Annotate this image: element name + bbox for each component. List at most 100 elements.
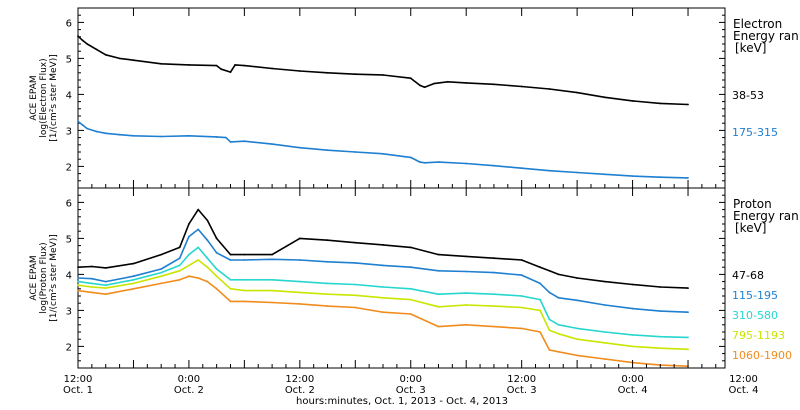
electron-point-38-53 xyxy=(520,85,523,88)
proton-point-47-68 xyxy=(188,223,190,225)
electron-point-175-315 xyxy=(81,124,84,126)
proton-point-1060-1900 xyxy=(409,313,412,315)
x-tick-time: 0:00 xyxy=(400,374,422,385)
electron-point-38-53 xyxy=(77,35,79,37)
electron-point-38-53 xyxy=(215,64,218,67)
proton-point-795-1193 xyxy=(354,294,357,297)
proton-point-310-580 xyxy=(91,282,93,285)
proton-point-795-1193 xyxy=(215,275,218,278)
electron-point-38-53 xyxy=(298,70,301,72)
electron-point-38-53 xyxy=(493,83,495,86)
proton-point-47-68 xyxy=(631,283,634,286)
proton-point-795-1193 xyxy=(326,293,329,296)
proton-series-310-580 xyxy=(77,246,689,339)
proton-point-115-195 xyxy=(539,282,541,285)
proton-point-1060-1900 xyxy=(77,289,79,292)
proton-point-795-1193 xyxy=(576,338,578,341)
proton-point-47-68 xyxy=(576,277,578,279)
electron-legend-title: Electron xyxy=(733,17,782,31)
electron-point-38-53 xyxy=(382,74,384,76)
proton-point-47-68 xyxy=(160,253,163,256)
proton-point-115-195 xyxy=(132,275,135,278)
proton-point-310-580 xyxy=(437,293,440,296)
proton-point-1060-1900 xyxy=(493,325,495,328)
proton-point-1060-1900 xyxy=(188,275,190,278)
proton-point-115-195 xyxy=(206,239,209,242)
electron-point-175-315 xyxy=(225,136,227,139)
electron-ytick-label: 2 xyxy=(66,162,72,173)
x-tick-time: 0:00 xyxy=(621,374,643,385)
proton-legend-1060-1900: 1060-1900 xyxy=(732,349,792,362)
proton-point-115-195 xyxy=(465,270,468,273)
electron-point-38-53 xyxy=(220,68,223,71)
proton-point-1060-1900 xyxy=(382,311,384,314)
proton-ylabel-line: log(Proton Flux) xyxy=(39,242,49,313)
proton-ylabel-line: [1/(cm²s ster MeV)] xyxy=(49,234,59,321)
proton-point-1060-1900 xyxy=(354,306,357,309)
proton-point-795-1193 xyxy=(229,287,232,290)
proton-series-115-195 xyxy=(77,228,689,313)
proton-point-115-195 xyxy=(631,307,634,310)
proton-point-1060-1900 xyxy=(326,305,329,307)
proton-point-795-1193 xyxy=(687,348,689,351)
electron-point-38-53 xyxy=(548,88,551,90)
electron-point-175-315 xyxy=(603,173,606,176)
electron-point-38-53 xyxy=(160,62,163,65)
proton-point-47-68 xyxy=(603,280,606,283)
proton-point-47-68 xyxy=(465,255,468,258)
electron-point-38-53 xyxy=(326,71,329,74)
electron-point-175-315 xyxy=(576,171,578,174)
proton-point-795-1193 xyxy=(465,304,468,306)
electron-point-38-53 xyxy=(243,64,246,67)
proton-point-795-1193 xyxy=(188,264,190,267)
proton-point-47-68 xyxy=(548,269,551,272)
electron-ytick-label: 6 xyxy=(66,18,72,29)
electron-point-38-53 xyxy=(81,39,84,42)
proton-point-115-195 xyxy=(197,228,200,231)
proton-point-310-580 xyxy=(206,257,209,260)
proton-ytick-label: 6 xyxy=(66,198,72,209)
proton-point-47-68 xyxy=(229,253,232,256)
electron-point-38-53 xyxy=(118,57,121,60)
electron-ytick-label: 5 xyxy=(66,54,72,65)
electron-ylabel: ACE EPAM log(Electron Flux) [1/(cm²s ster … xyxy=(29,54,59,141)
proton-point-795-1193 xyxy=(132,282,135,285)
proton-point-795-1193 xyxy=(557,332,560,335)
proton-point-115-195 xyxy=(409,266,412,269)
proton-point-310-580 xyxy=(539,298,541,301)
proton-point-47-68 xyxy=(104,267,107,269)
proton-point-1060-1900 xyxy=(576,354,578,357)
electron-ylabel-line: log(Electron Flux) xyxy=(39,58,49,137)
proton-point-795-1193 xyxy=(91,286,93,288)
proton-point-310-580 xyxy=(465,292,468,294)
proton-point-47-68 xyxy=(437,253,440,256)
proton-point-115-195 xyxy=(298,259,301,261)
proton-point-115-195 xyxy=(437,269,440,272)
x-tick-time: 12:00 xyxy=(285,374,314,385)
electron-point-38-53 xyxy=(419,84,421,87)
proton-point-1060-1900 xyxy=(548,349,551,351)
electron-point-175-315 xyxy=(271,143,273,146)
proton-point-310-580 xyxy=(77,280,79,283)
proton-point-47-68 xyxy=(197,208,200,211)
proton-point-1060-1900 xyxy=(160,282,163,285)
proton-point-115-195 xyxy=(243,259,246,261)
proton-point-115-195 xyxy=(229,259,232,261)
x-axis-caption: hours:minutes, Oct. 1, 2013 - Oct. 4, 20… xyxy=(296,396,508,407)
electron-point-175-315 xyxy=(326,149,329,152)
proton-series-1060-1900 xyxy=(77,275,689,367)
proton-legend-title: Energy ran xyxy=(733,209,799,223)
proton-point-1060-1900 xyxy=(465,323,468,326)
proton-point-47-68 xyxy=(326,239,329,242)
proton-point-310-580 xyxy=(178,264,181,267)
electron-point-38-53 xyxy=(603,96,606,99)
proton-point-115-195 xyxy=(520,274,523,276)
electron-legend-unit: [keV] xyxy=(735,41,766,55)
electron-frame xyxy=(77,7,726,189)
proton-point-47-68 xyxy=(687,287,689,289)
electron-point-38-53 xyxy=(354,73,357,76)
electron-point-175-315 xyxy=(160,135,163,138)
proton-point-310-580 xyxy=(557,323,560,326)
proton-ytick-label: 2 xyxy=(66,342,72,353)
proton-point-310-580 xyxy=(132,278,135,281)
